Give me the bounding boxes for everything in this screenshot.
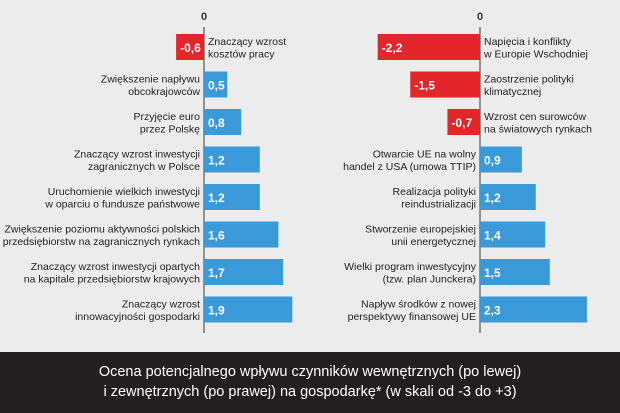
bar-value-label: 2,3 bbox=[484, 304, 501, 318]
zero-tick-label: 0 bbox=[477, 11, 483, 23]
bar-category-label-line: Napięcia i konflikty bbox=[484, 36, 572, 48]
bar-category-label-line: Znaczący wzrost inwestycji bbox=[74, 149, 200, 161]
left-panel: 0-0,6 Znaczący wzrost kosztów pracy0,5Zwię… bbox=[3, 11, 293, 333]
bar-category-label: Zaostrzenie polityki klimatycznej bbox=[484, 74, 574, 99]
bar bbox=[377, 34, 480, 60]
bar-category-label-line: Wielki program inwestycyjny bbox=[344, 261, 477, 273]
bar-value-label: 1,6 bbox=[208, 229, 225, 243]
bar-category-label-line: handel z USA (umowa TTIP) bbox=[343, 161, 476, 173]
bar-category-label-line: Zwiększenie napływu bbox=[101, 74, 200, 86]
bar bbox=[176, 34, 204, 60]
bar bbox=[204, 259, 284, 285]
bar-category-label: Znaczący wzrost innowacyjności gospodarki bbox=[75, 299, 200, 324]
bar-category-label-line: obcokrajowców bbox=[128, 86, 200, 98]
bar-category-label: Przyjęcie euro przez Polskę bbox=[133, 111, 200, 136]
bar-category-label-line: Realizacja polityki bbox=[393, 186, 476, 198]
bar-category-label-line: na kapitale przedsiębiorstw krajowych bbox=[24, 274, 200, 286]
bar-category-label: Napływ środków z nowej perspektywy finans… bbox=[348, 299, 476, 324]
bar-category-label-line: w Europie Wschodniej bbox=[483, 49, 588, 61]
bar-category-label-line: Znaczący wzrost bbox=[122, 299, 200, 311]
bar-category-label: Realizacja polityki reindustrializacji bbox=[393, 186, 476, 211]
bar-category-label-line: Wzrost cen surowców bbox=[484, 111, 587, 123]
bar-category-label-line: Zwiększenie poziomu aktywności polskich bbox=[5, 224, 201, 236]
bar-value-label: -0,7 bbox=[451, 116, 472, 130]
bar-category-label-line: Uruchomienie wielkich inwestycji bbox=[48, 186, 200, 198]
bar-value-label: 1,2 bbox=[484, 191, 501, 205]
bar-category-label-line: reindustrializacji bbox=[401, 199, 476, 211]
bar-category-label-line: unii energetycznej bbox=[391, 236, 476, 248]
bar-category-label-line: na światowych rynkach bbox=[484, 124, 592, 136]
bar-value-label: 0,5 bbox=[208, 79, 225, 93]
bar-category-label-line: Znaczący wzrost inwestycji opartych bbox=[31, 261, 200, 273]
bar-category-label-line: Przyjęcie euro bbox=[133, 111, 200, 123]
bar-value-label: 0,9 bbox=[484, 154, 501, 168]
bar-value-label: 1,7 bbox=[208, 266, 225, 280]
bar-category-label-line: zagranicznych w Polsce bbox=[88, 161, 200, 173]
bar-category-label: Wzrost cen surowców na światowych rynkach bbox=[484, 111, 592, 136]
bar bbox=[447, 109, 480, 135]
right-panel: 0 -2,2 Napięcia i konflikty w Europie Wscho… bbox=[343, 11, 592, 333]
bar bbox=[204, 184, 260, 210]
bar-value-label: -0,6 bbox=[180, 41, 201, 55]
caption-line-1: Ocena potencjalnego wpływu czynników wew… bbox=[98, 364, 522, 380]
bar-category-label-line: (tzw. plan Junckera) bbox=[383, 274, 476, 286]
bar-value-label: 1,4 bbox=[484, 229, 501, 243]
bar bbox=[480, 184, 536, 210]
bar-value-label: 1,2 bbox=[208, 191, 225, 205]
bar-category-label: Zwiększenie napływu obcokrajowców bbox=[101, 74, 201, 99]
bar-category-label-line: w oparciu o fundusze państwowe bbox=[44, 199, 200, 211]
bar-value-label: 1,9 bbox=[208, 304, 225, 318]
zero-tick-label: 0 bbox=[201, 11, 207, 23]
bar-value-label: 1,2 bbox=[208, 154, 225, 168]
bar bbox=[480, 259, 550, 285]
bar-category-label-line: przez Polskę bbox=[140, 124, 200, 136]
bar-value-label: 0,8 bbox=[208, 116, 225, 130]
bar-category-label: Znaczący wzrost inwestycji zagranicznych … bbox=[74, 149, 200, 174]
chart-area: 0-0,6 Znaczący wzrost kosztów pracy0,5Zwię… bbox=[3, 11, 592, 333]
bar-category-label-line: przedsiębiorstw na zagranicznych rynkach bbox=[3, 236, 200, 248]
bar bbox=[480, 221, 546, 248]
bar bbox=[480, 146, 522, 173]
bar-category-label-line: perspektywy finansowej UE bbox=[348, 311, 476, 323]
bar-category-label: Otwarcie UE na wolny handel z USA (umowa … bbox=[343, 149, 477, 174]
bar bbox=[204, 109, 242, 135]
bar-value-label: -2,2 bbox=[382, 41, 403, 55]
bar-category-label: Znaczący wzrost kosztów pracy bbox=[208, 36, 286, 61]
bar-value-label: 1,5 bbox=[484, 266, 501, 280]
caption-line-2: i zewnętrznych (po prawej) na gospodarkę… bbox=[103, 384, 517, 400]
bar bbox=[204, 71, 228, 98]
bar bbox=[480, 296, 587, 323]
bar-category-label-line: Znaczący wzrost bbox=[208, 36, 286, 48]
bar-category-label-line: Zaostrzenie polityki bbox=[484, 74, 574, 86]
bar-category-label: Uruchomienie wielkich inwestycji w oparci… bbox=[44, 186, 200, 211]
chart-caption: Ocena potencjalnego wpływu czynników wew… bbox=[0, 352, 620, 413]
bar bbox=[410, 71, 480, 98]
bar-category-label-line: Stworzenie europejskiej bbox=[365, 224, 476, 236]
bar-category-label-line: kosztów pracy bbox=[208, 49, 275, 61]
bar-category-label-line: klimatycznej bbox=[484, 86, 541, 98]
bar bbox=[204, 146, 260, 173]
bar-category-label: Napięcia i konflikty w Europie Wschodniej bbox=[483, 36, 588, 61]
bar bbox=[204, 296, 293, 323]
bar bbox=[204, 221, 279, 248]
bar-category-label-line: Napływ środków z nowej bbox=[361, 299, 476, 311]
bar-category-label-line: innowacyjności gospodarki bbox=[75, 311, 200, 323]
bar-value-label: -1,5 bbox=[414, 79, 435, 93]
bar-category-label: Znaczący wzrost inwestycji opartych na ka… bbox=[24, 261, 200, 286]
bar-category-label: Zwiększenie poziomu aktywności polskich p… bbox=[3, 224, 200, 249]
bar-category-label: Stworzenie europejskiej unii energetyczne… bbox=[365, 224, 476, 249]
bar-category-label-line: Otwarcie UE na wolny bbox=[373, 149, 477, 161]
bar-category-label: Wielki program inwestycyjny (tzw. plan Ju… bbox=[344, 261, 477, 286]
